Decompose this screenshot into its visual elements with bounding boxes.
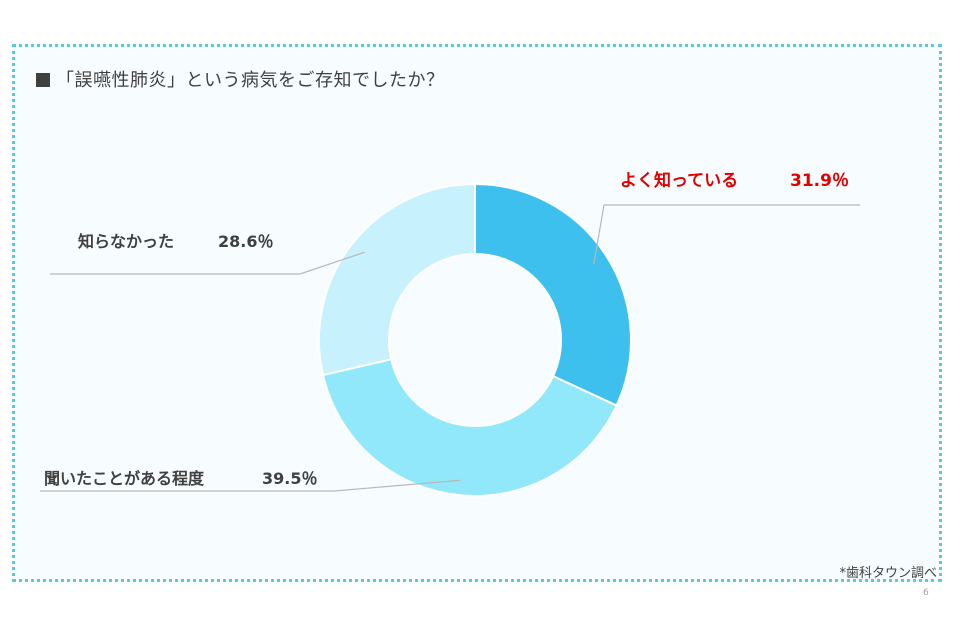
leader-line	[40, 479, 461, 492]
slide-title-text: 「誤嚥性肺炎」という病気をご存知でしたか？	[56, 70, 445, 91]
source-note: *歯科タウン調べ	[839, 566, 937, 581]
leader-line	[593, 204, 860, 265]
slice-label: 知らなかった	[78, 232, 174, 251]
slide-title: 「誤嚥性肺炎」という病気をご存知でしたか？	[36, 66, 445, 92]
slice-label: よく知っている	[620, 170, 738, 191]
square-bullet-icon	[36, 73, 50, 87]
donut-slice	[321, 358, 618, 497]
slice-value-label: 31.9％	[790, 171, 849, 191]
slice-value-label: 28.6％	[218, 232, 273, 251]
page-number: 6	[923, 588, 929, 598]
donut-slice	[318, 182, 476, 377]
donut-slice	[474, 182, 632, 407]
slice-value-label: 39.5％	[262, 469, 317, 488]
leader-line	[50, 251, 365, 275]
slice-label: 聞いたことがある程度	[44, 469, 205, 488]
